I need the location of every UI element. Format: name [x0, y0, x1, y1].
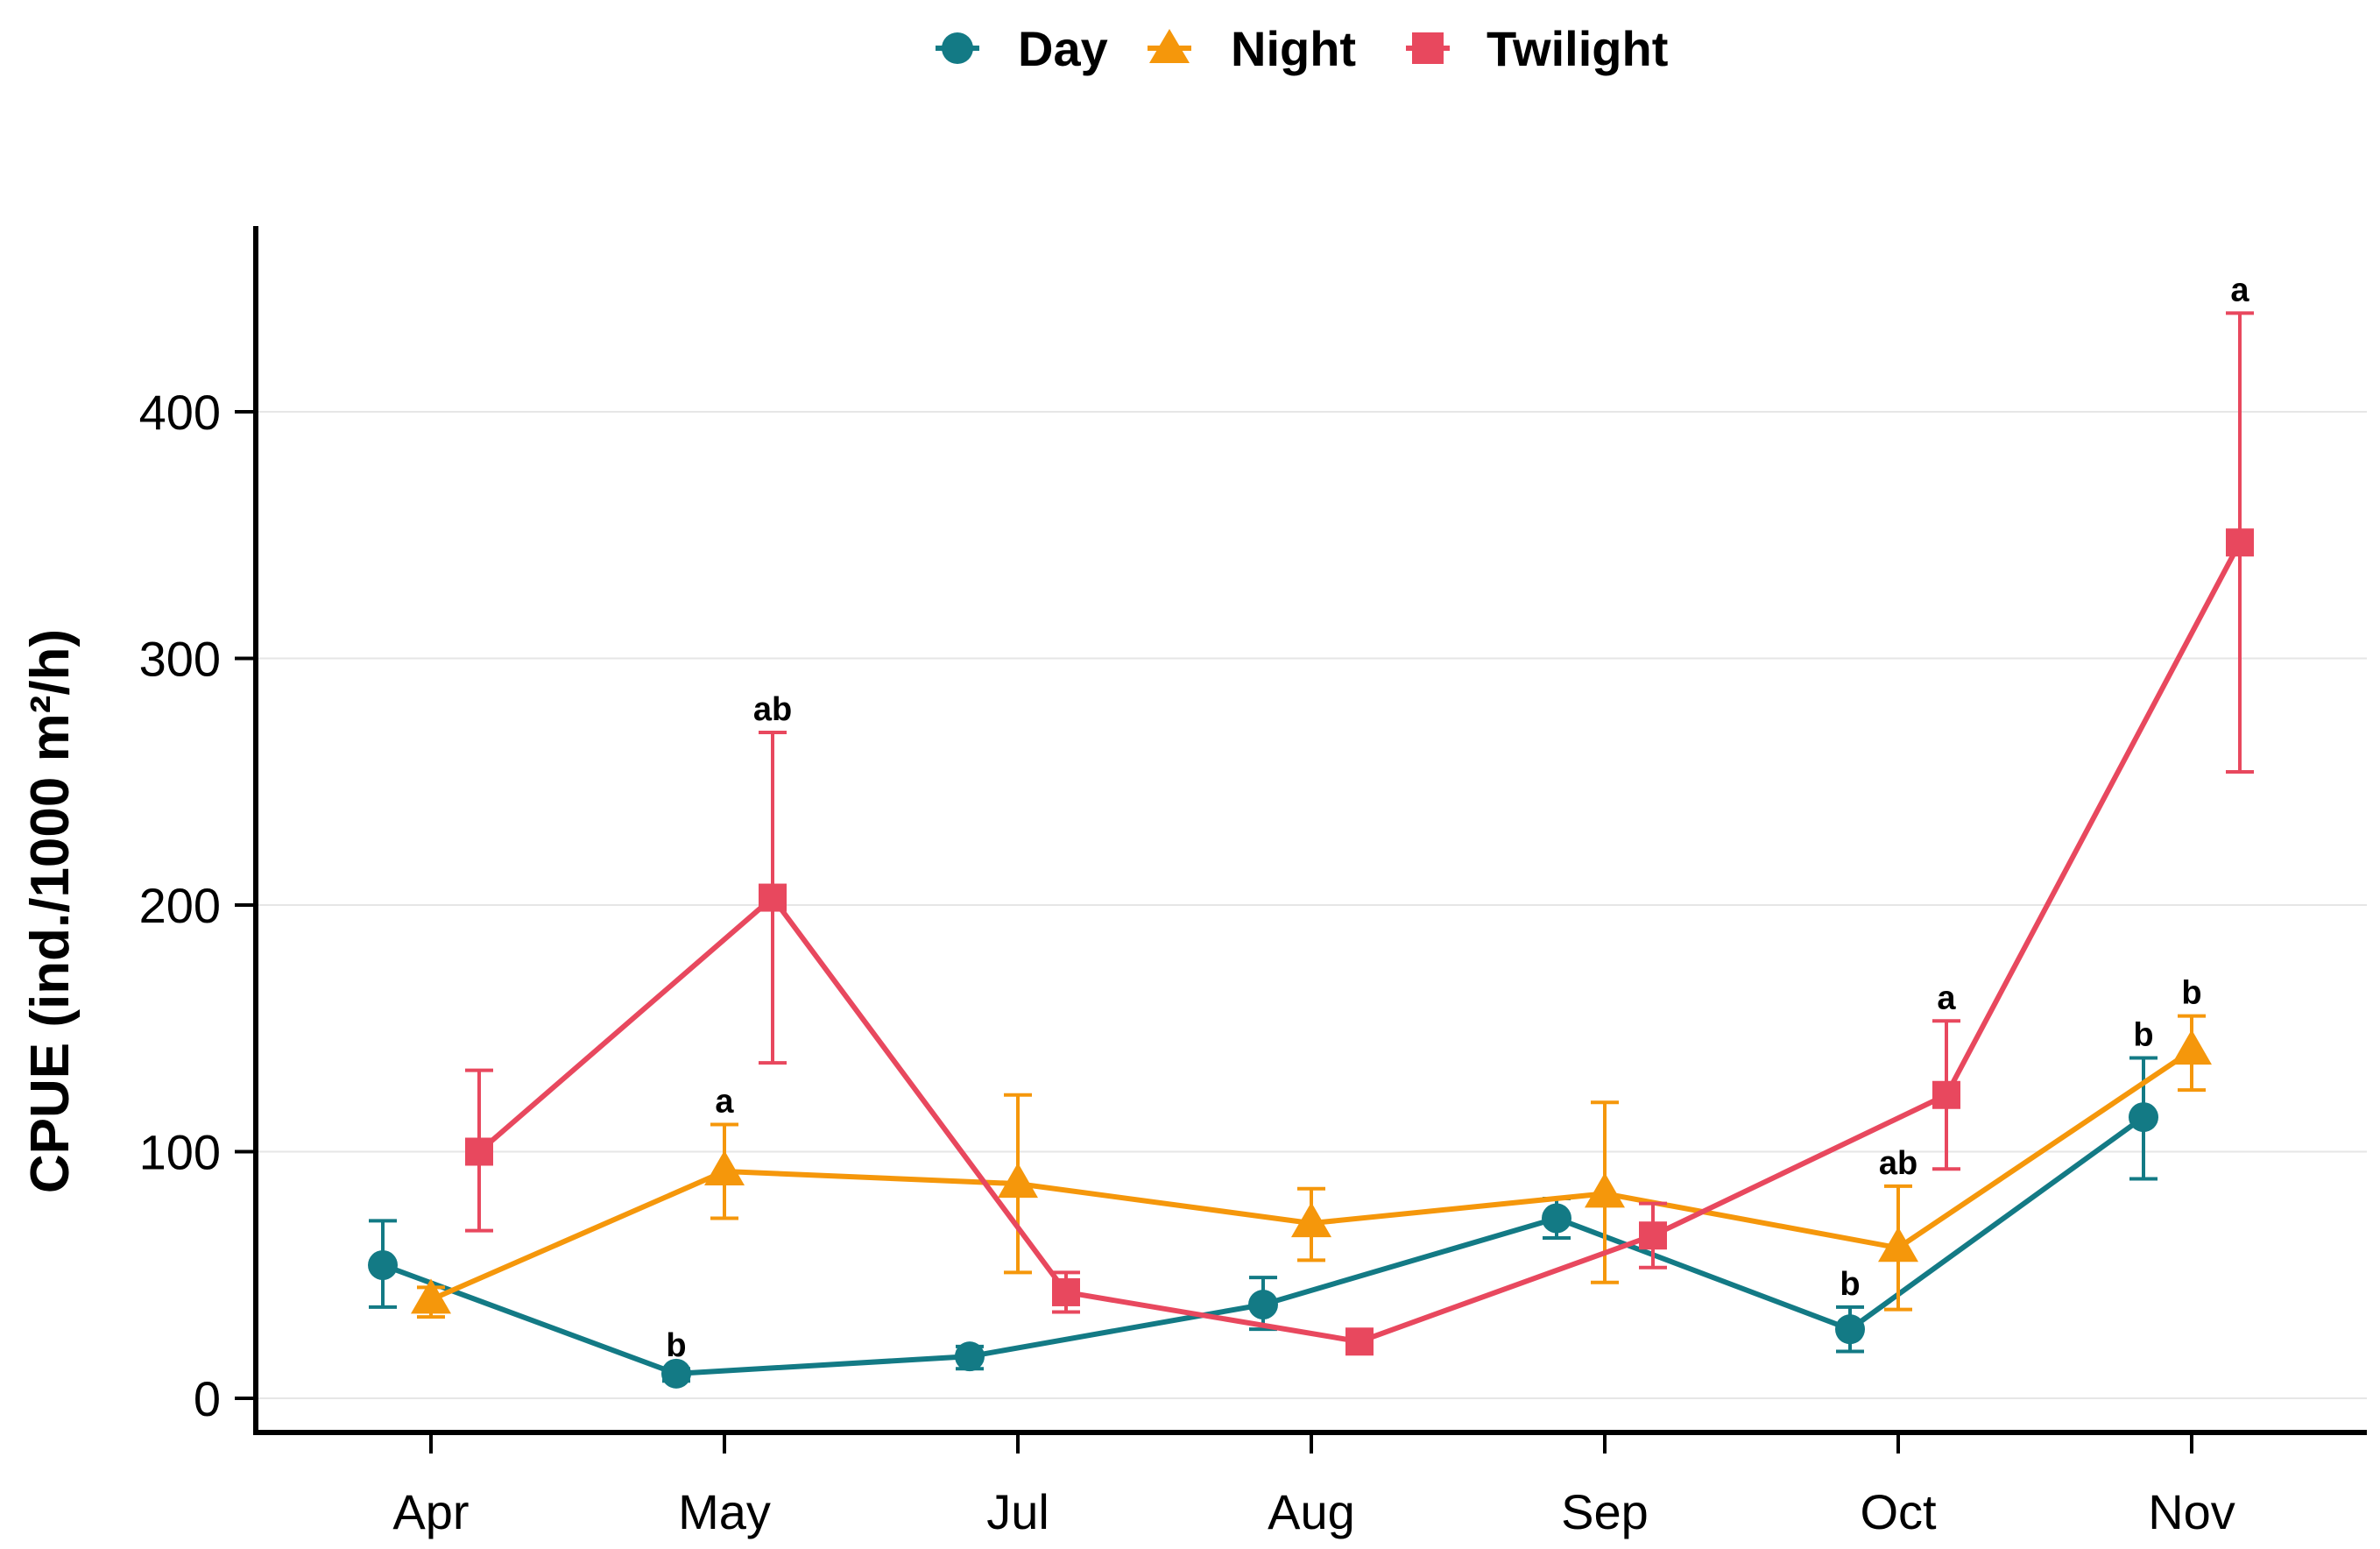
twilight-sig-label: a [1937, 980, 1956, 1016]
twilight-point-aug [1345, 1327, 1374, 1356]
twilight-sig-label: ab [753, 691, 792, 728]
legend-item-twilight: Twilight [1406, 21, 1668, 76]
legend-day-marker [942, 32, 973, 64]
axes [253, 226, 2367, 1435]
night-point-apr [411, 1278, 451, 1314]
legend-night-marker [1149, 29, 1190, 63]
day-sig-label: b [1840, 1266, 1860, 1303]
twilight-sig-label: a [2230, 272, 2249, 308]
day-point-jul [955, 1341, 985, 1372]
x-tick-label-oct: Oct [1860, 1484, 1937, 1539]
y-tick-label-0: 0 [194, 1371, 221, 1426]
gridlines [256, 411, 2367, 1399]
twilight-point-may [759, 883, 787, 912]
night-sig-label: b [2181, 975, 2201, 1012]
night-point-nov [2172, 1029, 2212, 1065]
legend-twilight-label: Twilight [1487, 21, 1668, 76]
x-tick-label-may: May [678, 1484, 771, 1539]
y-axis-title: CPUE (ind./1000 m²/h) [20, 629, 81, 1193]
twilight-point-apr [465, 1137, 493, 1166]
x-tick-label-nov: Nov [2148, 1484, 2235, 1539]
series-day: b b b [368, 1017, 2158, 1389]
day-point-aug [1248, 1290, 1278, 1320]
legend-day-label: Day [1018, 21, 1108, 76]
day-point-may [661, 1358, 691, 1389]
y-tick-label-300: 300 [139, 632, 221, 687]
day-point-sep [1542, 1203, 1571, 1234]
y-tick-label-200: 200 [139, 878, 221, 933]
day-sig-label: b [2133, 1017, 2153, 1054]
twilight-point-sep [1639, 1221, 1667, 1250]
twilight-point-oct [1932, 1080, 1960, 1109]
night-point-jul [998, 1163, 1038, 1199]
night-sig-label: ab [1879, 1145, 1917, 1182]
night-point-sep [1585, 1172, 1625, 1208]
x-tick-label-jul: Jul [986, 1484, 1049, 1539]
y-tick-label-400: 400 [139, 385, 221, 440]
day-sig-label: b [666, 1327, 686, 1364]
legend-twilight-marker [1412, 32, 1444, 64]
legend: Day Night Twilight [936, 21, 1668, 76]
legend-night-label: Night [1231, 21, 1356, 76]
x-tick-label-apr: Apr [392, 1484, 469, 1539]
night-sig-label: a [715, 1084, 734, 1121]
legend-item-night: Night [1148, 21, 1356, 76]
x-axis-ticks: Apr May Jul Aug Sep Oct Nov [392, 1432, 2235, 1539]
day-point-nov [2129, 1102, 2158, 1133]
twilight-point-nov [2226, 528, 2254, 557]
night-point-oct [1878, 1227, 1918, 1263]
y-axis-ticks: 0 100 200 300 400 [139, 385, 256, 1426]
night-line [429, 1048, 2193, 1303]
x-tick-label-aug: Aug [1268, 1484, 1355, 1539]
x-tick-label-sep: Sep [1561, 1484, 1649, 1539]
night-point-may [704, 1150, 745, 1186]
night-point-aug [1291, 1202, 1331, 1238]
twilight-point-jul [1052, 1277, 1080, 1306]
twilight-line [477, 541, 2242, 1345]
day-point-oct [1835, 1314, 1865, 1345]
legend-item-day: Day [936, 21, 1108, 76]
day-point-apr [368, 1249, 398, 1280]
y-tick-label-100: 100 [139, 1125, 221, 1180]
